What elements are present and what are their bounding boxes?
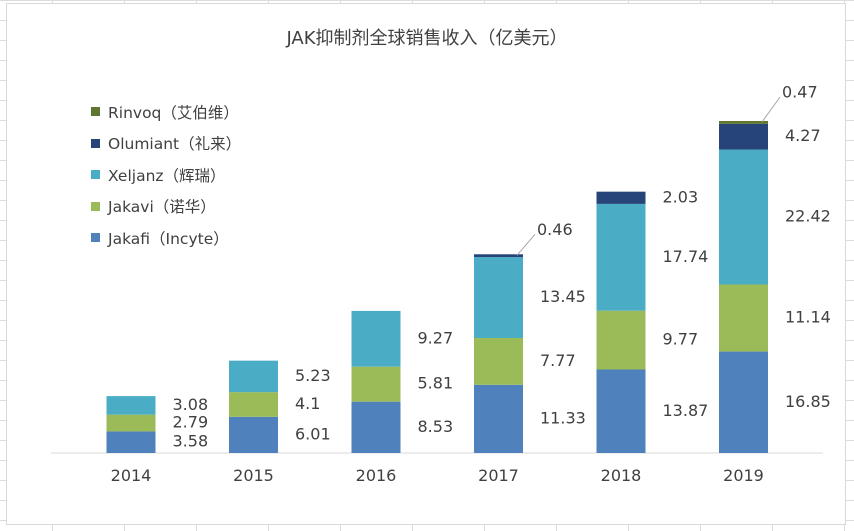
legend-item: Xeljanz（辉瑞） [91, 159, 241, 191]
legend-swatch [91, 170, 100, 180]
legend-swatch [91, 138, 100, 148]
data-label: 3.58 [173, 432, 209, 451]
bar-segment [106, 396, 156, 415]
x-tick-label: 2017 [478, 466, 519, 485]
data-label: 9.27 [418, 328, 454, 347]
x-tick-label: 2014 [111, 466, 152, 485]
data-label: 2.03 [663, 187, 699, 206]
data-label: 11.14 [785, 308, 831, 327]
bar-segment [106, 431, 156, 453]
data-label: 16.85 [785, 392, 831, 411]
data-label: 4.27 [785, 126, 821, 145]
legend-label: Jakavi（诺华） [108, 198, 216, 217]
x-tick-label: 2019 [723, 466, 764, 485]
data-label: 5.81 [418, 374, 454, 393]
data-label: 9.77 [663, 330, 699, 349]
data-label: 4.1 [295, 394, 320, 413]
legend-item: Olumiant（礼来） [91, 128, 241, 160]
bar-segment [106, 414, 156, 432]
data-label: 3.08 [173, 395, 209, 414]
bar-segment [719, 351, 768, 453]
data-label: 13.87 [663, 401, 709, 420]
bar-segment [596, 369, 646, 453]
callout-leader-line [516, 233, 536, 256]
legend-label: Olumiant（礼来） [108, 135, 242, 154]
data-label: 0.47 [782, 82, 818, 101]
bar-segment [596, 310, 646, 370]
legend-item: Jakafi（Incyte） [91, 222, 241, 254]
plot-area: 3.582.793.08 2014 6.01 4.1 5.23 2015 8.53 5.81 9… [51, 82, 831, 485]
bar-segment [229, 392, 278, 417]
bar-segment [474, 257, 523, 339]
data-label: 6.01 [295, 424, 331, 443]
bar-segment [351, 401, 401, 453]
bar-segment [596, 191, 646, 204]
data-label: 17.74 [663, 247, 709, 266]
legend-label: Jakafi（Incyte） [108, 229, 229, 248]
data-label: 22.42 [785, 207, 831, 226]
data-label: 7.77 [540, 351, 576, 370]
data-label: 11.33 [540, 408, 586, 427]
bar-segment [229, 416, 278, 453]
legend-label: Xeljanz（辉瑞） [108, 166, 226, 185]
legend-swatch [91, 233, 100, 243]
data-label: 8.53 [418, 417, 454, 436]
legend-swatch [91, 201, 100, 211]
bar-segment [351, 366, 401, 402]
bar-segment [719, 149, 768, 285]
bar-segment [596, 203, 646, 311]
callout-leader-line [761, 96, 781, 123]
data-label: 2.79 [173, 413, 209, 432]
bar-segment [229, 360, 278, 393]
chart-area[interactable]: JAK抑制剂全球销售收入（亿美元） 3.58 2.79 3.08 2014 6.01 4.… [6, 3, 846, 525]
bar-segment [719, 120, 768, 124]
data-label: 13.45 [540, 287, 586, 306]
bar-segment [474, 384, 523, 453]
legend-label: Rinvoq（艾伯维） [108, 103, 239, 122]
legend-swatch [91, 107, 100, 117]
legend-item: Jakavi（诺华） [91, 191, 241, 223]
bar-segment [351, 310, 401, 367]
data-label: 5.23 [295, 366, 331, 385]
bar-segment [474, 338, 523, 385]
bar-segment [719, 284, 768, 352]
chart-title: JAK抑制剂全球销售收入（亿美元） [286, 28, 568, 49]
x-tick-label: 2018 [601, 466, 642, 485]
legend: Rinvoq（艾伯维） Olumiant（礼来） Xeljanz（辉瑞） Jakavi… [91, 96, 241, 254]
bar-segment [719, 123, 768, 150]
x-tick-label: 2015 [233, 466, 274, 485]
bar-segment [474, 254, 523, 258]
x-tick-label: 2016 [356, 466, 397, 485]
data-label: 0.46 [537, 220, 573, 239]
legend-item: Rinvoq（艾伯维） [91, 96, 241, 128]
